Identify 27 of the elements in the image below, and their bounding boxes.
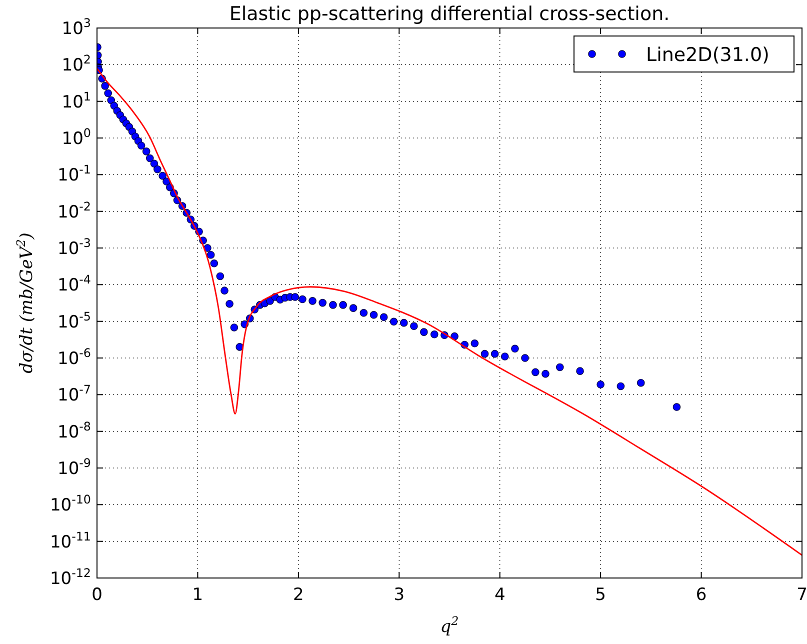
y-tick-label: 10$^{-1}$: [58, 162, 91, 186]
y-tick-label: 10$^{-5}$: [58, 309, 91, 332]
x-tick-label: 7: [796, 585, 807, 605]
y-tick-label: 10$^{-3}$: [58, 236, 91, 259]
x-tick-label: 2: [293, 585, 304, 605]
y-tick-label: 10$^{-2}$: [58, 199, 91, 222]
legend-label: Line2D(31.0): [646, 44, 770, 66]
x-tick-label: 1: [192, 585, 204, 605]
y-tick-label: 10$^{-7}$: [58, 382, 91, 406]
x-tick-label: 4: [494, 585, 506, 605]
y-tick-label: 10$^{-10}$: [50, 492, 91, 516]
y-tick-label: 10$^{-12}$: [50, 566, 91, 589]
y-tick-label: 10$^{2}$: [62, 52, 91, 76]
y-tick-label: 10$^{-8}$: [58, 419, 91, 442]
y-tick-label: 10$^{3}$: [62, 16, 91, 39]
y-tick-label: 10$^{-11}$: [50, 529, 91, 552]
x-tick-label: 0: [92, 585, 102, 605]
x-axis-title: q$^{2}$: [440, 614, 459, 637]
x-tick-label: 5: [595, 585, 606, 605]
x-tick-label: 3: [394, 585, 405, 605]
chart-title: Elastic pp-scattering differential cross-section.: [229, 3, 670, 25]
x-tick-label: 6: [696, 585, 707, 605]
y-tick-label: 10$^{-9}$: [58, 456, 91, 479]
y-tick-label: 10$^{-4}$: [58, 272, 91, 296]
y-tick-label: 10$^{0}$: [62, 126, 91, 149]
y-tick-label: 10$^{1}$: [62, 89, 91, 112]
y-tick-label: 10$^{-6}$: [58, 346, 91, 369]
